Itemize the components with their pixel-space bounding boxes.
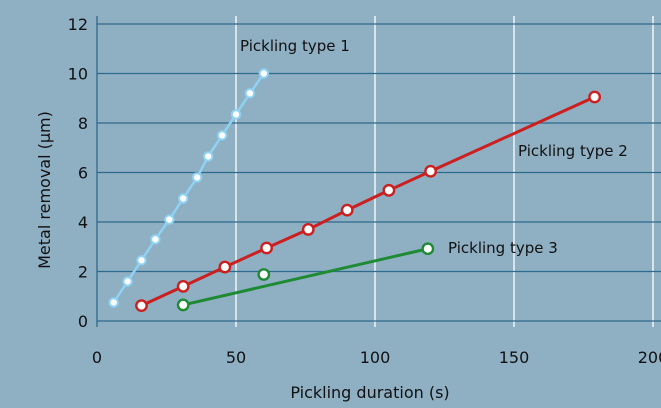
x-axis-label: Pickling duration (s) bbox=[290, 383, 449, 402]
y-tick-label: 4 bbox=[78, 213, 88, 232]
x-tick-label: 50 bbox=[226, 348, 246, 367]
x-tick-label: 200 bbox=[638, 348, 661, 367]
data-point-type-3-isolated bbox=[257, 268, 271, 281]
y-tick-label: 8 bbox=[78, 114, 88, 133]
y-axis-label: Metal removal (µm) bbox=[35, 111, 54, 269]
data-point-type-2 bbox=[382, 183, 396, 197]
data-point-type-2 bbox=[301, 223, 315, 236]
x-tick-label: 0 bbox=[92, 348, 102, 367]
data-point-type-2 bbox=[424, 164, 437, 178]
data-point-type-1 bbox=[122, 276, 133, 287]
x-tick-label: 150 bbox=[499, 348, 530, 367]
y-tick-label: 6 bbox=[78, 164, 88, 183]
series-line-type-3 bbox=[182, 247, 429, 307]
data-point-type-3 bbox=[421, 242, 435, 256]
data-point-type-1 bbox=[164, 214, 175, 225]
series-label-type-3: Pickling type 3 bbox=[448, 239, 558, 257]
x-axis-ticks: 0 50 100 150 200 bbox=[92, 348, 661, 367]
data-point-type-1 bbox=[203, 151, 214, 162]
data-point-type-2 bbox=[135, 299, 148, 313]
data-point-type-2 bbox=[340, 203, 354, 217]
data-point-type-1 bbox=[258, 68, 269, 79]
grid bbox=[96, 16, 661, 327]
series-layer bbox=[108, 68, 602, 313]
data-point-type-1 bbox=[216, 130, 228, 141]
y-tick-label: 2 bbox=[78, 263, 88, 282]
data-point-type-2 bbox=[218, 260, 232, 274]
y-tick-label: 12 bbox=[68, 15, 88, 34]
data-point-type-1 bbox=[191, 172, 203, 183]
y-tick-label: 10 bbox=[68, 65, 88, 84]
series-label-type-1: Pickling type 1 bbox=[240, 37, 350, 55]
data-point-type-1 bbox=[136, 255, 147, 266]
data-point-type-1 bbox=[108, 297, 119, 308]
data-point-type-2 bbox=[588, 90, 602, 104]
data-point-type-1 bbox=[177, 193, 189, 204]
data-point-type-2 bbox=[260, 241, 273, 255]
series-label-type-2: Pickling type 2 bbox=[518, 142, 628, 160]
series-line-type-2 bbox=[140, 95, 596, 308]
data-point-type-1 bbox=[150, 234, 161, 245]
data-point-type-2 bbox=[176, 279, 190, 293]
y-tick-label: 0 bbox=[78, 312, 88, 331]
data-point-type-3 bbox=[176, 298, 190, 312]
data-point-type-1 bbox=[244, 88, 256, 99]
series-line-type-1 bbox=[112, 72, 265, 304]
data-point-type-1 bbox=[230, 109, 242, 120]
x-tick-label: 100 bbox=[360, 348, 391, 367]
y-axis-ticks: 0 2 4 6 8 10 12 bbox=[68, 15, 88, 331]
